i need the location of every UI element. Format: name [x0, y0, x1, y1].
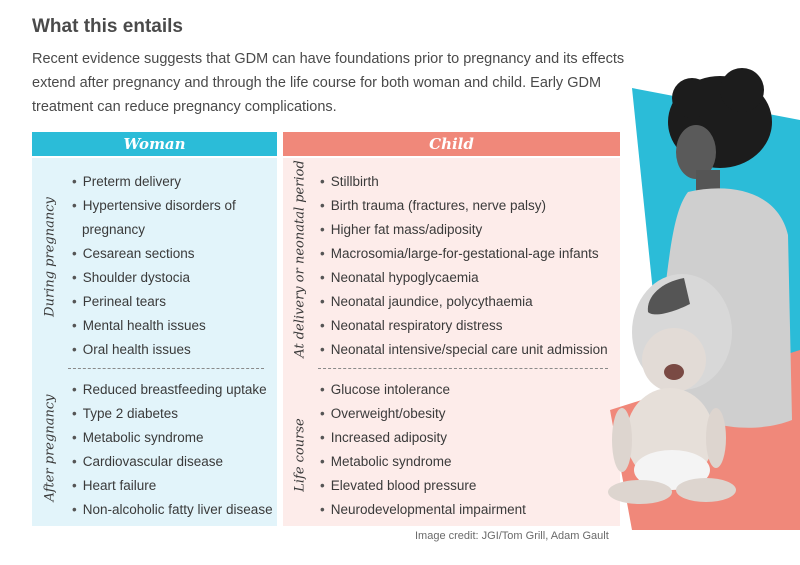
list-item: Shoulder dystocia [72, 266, 262, 290]
woman-column-header: Woman [32, 132, 277, 156]
during-pregnancy-list: Preterm delivery Hypertensive disorders … [72, 170, 262, 362]
list-item: Perineal tears [72, 290, 262, 314]
list-item: Hypertensive disorders of pregnancy [72, 194, 262, 242]
list-item: Neonatal intensive/special care unit adm… [320, 338, 608, 362]
delivery-neonatal-list: Stillbirth Birth trauma (fractures, nerv… [320, 170, 608, 362]
list-item: Overweight/obesity [320, 402, 526, 426]
intro-text: Recent evidence suggests that GDM can ha… [32, 51, 625, 115]
delivery-neonatal-label: At delivery or neonatal period [292, 160, 308, 358]
list-item: Elevated blood pressure [320, 474, 526, 498]
list-item: Oral health issues [72, 338, 262, 362]
divider [68, 368, 264, 369]
list-item: Preterm delivery [72, 170, 262, 194]
list-item: Stillbirth [320, 170, 608, 194]
list-item: Type 2 diabetes [72, 402, 273, 426]
list-item: Increased adiposity [320, 426, 526, 450]
child-column-header: Child [283, 132, 620, 156]
list-item: Neurodevelopmental impairment [320, 498, 526, 522]
image-credit: Image credit: JGI/Tom Grill, Adam Gault [415, 530, 609, 542]
list-item: Non-alcoholic fatty liver disease [72, 498, 273, 522]
list-item: Cardiovascular disease [72, 450, 273, 474]
list-item: Birth trauma (fractures, nerve palsy) [320, 194, 608, 218]
list-item: Heart failure [72, 474, 273, 498]
list-item: Macrosomia/large-for-gestational-age inf… [320, 242, 608, 266]
list-item: Reduced breastfeeding uptake [72, 378, 273, 402]
list-item: Metabolic syndrome [72, 426, 273, 450]
list-item: Metabolic syndrome [320, 450, 526, 474]
list-item: Cesarean sections [72, 242, 262, 266]
list-item: Neonatal hypoglycaemia [320, 266, 608, 290]
life-course-list: Glucose intolerance Overweight/obesity I… [320, 378, 526, 522]
after-pregnancy-label: After pregnancy [42, 394, 58, 502]
page-title: What this entails [32, 16, 183, 37]
list-item: Neonatal respiratory distress [320, 314, 608, 338]
list-item: Glucose intolerance [320, 378, 526, 402]
life-course-label: Life course [292, 418, 308, 492]
during-pregnancy-label: During pregnancy [42, 197, 58, 317]
list-item: Neonatal jaundice, polycythaemia [320, 290, 608, 314]
list-item: Higher fat mass/adiposity [320, 218, 608, 242]
mother-baby-photo [592, 60, 800, 560]
list-item: Mental health issues [72, 314, 262, 338]
after-pregnancy-list: Reduced breastfeeding uptake Type 2 diab… [72, 378, 273, 522]
divider [318, 368, 608, 369]
